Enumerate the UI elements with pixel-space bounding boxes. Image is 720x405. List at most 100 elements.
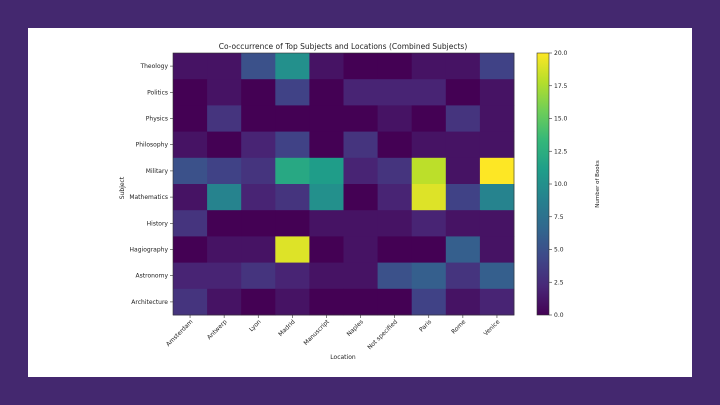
heatmap-cell [445,131,481,159]
heatmap-cell [173,53,208,80]
colorbar-tick-label: 7.5 [554,214,564,221]
x-tick-label: Lyon [248,318,263,333]
heatmap-cell [343,131,378,159]
heatmap-cell [445,288,481,316]
heatmap-cell [377,131,413,159]
heatmap-cell [173,131,208,159]
heatmap-cell [275,105,310,132]
x-tick-label: Not specified [366,318,399,351]
chart-card: Co-occurrence of Top Subjects and Locati… [28,28,692,377]
y-tick-label: Physics [146,116,168,123]
heatmap-cell [309,262,344,290]
heatmap-cell [173,210,208,237]
y-tick-label: Politics [147,89,168,96]
heatmap-cell [207,236,242,263]
heatmap-cell [411,157,447,185]
heatmap-cell [207,79,242,106]
heatmap-cell [479,79,515,106]
heatmap-cell [479,131,515,159]
heatmap-cell [173,288,208,316]
y-axis-label: Subject [119,176,126,199]
heatmap-cell [275,131,310,159]
colorbar-tick-label: 12.5 [554,148,568,155]
heatmap-cell [207,262,242,290]
y-tick-label: History [147,220,169,227]
y-tick-label: Military [146,168,169,175]
heatmap-cell [343,157,378,185]
x-tick-label: Antwerp [206,318,229,341]
heatmap-cell [173,236,208,263]
y-tick-label: Astronomy [136,273,169,280]
heatmap-cell [479,184,515,211]
y-tick-label: Architecture [131,299,168,306]
heatmap-cell [411,184,447,211]
heatmap-cell [377,105,413,132]
heatmap-cell [445,262,481,290]
heatmap-cell [207,184,242,211]
heatmap-cell [207,53,242,80]
heatmap-cell [445,184,481,211]
heatmap-cell [411,53,447,80]
heatmap-cell [207,131,242,159]
heatmap-cell [241,105,276,132]
heatmap-cell [445,236,481,263]
heatmap-cell [445,105,481,132]
heatmap-cell [241,210,276,237]
colorbar-tick-label: 2.5 [554,279,564,286]
heatmap-cell [241,236,276,263]
heatmap-cell [207,288,242,316]
heatmap-cell [411,105,447,132]
y-axis-ticks: Theology Politics Physics Philosophy Militar… [129,63,173,306]
y-tick-label: Philosophy [136,142,169,149]
colorbar-tick-label: 15.0 [554,116,568,123]
x-tick-label: Manuscript [302,318,331,347]
x-tick-label: Rome [450,318,467,335]
heatmap-cell [377,236,413,263]
heatmap-cell [275,79,310,106]
heatmap-cell [377,210,413,237]
heatmap-cell [241,288,276,316]
heatmap-cell [343,53,378,80]
heatmap-cell [343,79,378,106]
heatmap-cell [445,79,481,106]
x-axis-ticks: Amsterdam Antwerp Lyon Madrid Manuscript Napl… [165,315,502,351]
heatmap-cell [377,79,413,106]
heatmap-cell [275,184,310,211]
heatmap-cell [309,79,344,106]
heatmap-cell [445,53,481,80]
heatmap-cell [411,210,447,237]
heatmap-cell [309,105,344,132]
heatmap-cell [173,184,208,211]
heatmap-cell [241,262,276,290]
heatmap-cell [241,79,276,106]
chart-title: Co-occurrence of Top Subjects and Locati… [219,42,468,51]
colorbar-ticks: 0.0 2.5 5.0 7.5 10.0 12.5 15.0 17.5 20.0 [536,50,568,319]
heatmap-cell [207,157,242,185]
heatmap-cell [309,157,344,185]
heatmap-cell [309,288,344,316]
heatmap-cell [241,131,276,159]
heatmap-cell [275,262,310,290]
heatmap-cell [207,105,242,132]
heatmap-cell [309,236,344,263]
heatmap-cell [479,288,515,316]
heatmap-cell [411,131,447,159]
colorbar-tick-label: 17.5 [554,83,568,90]
heatmap-cell [275,288,310,316]
colorbar-tick-label: 0.0 [554,312,564,319]
heatmap-cell [275,157,310,185]
heatmap-cell [343,288,378,316]
heatmap-cell [309,184,344,211]
heatmap-cell [309,210,344,237]
heatmap-cell [173,157,208,185]
heatmap-cell [309,53,344,80]
x-tick-label: Madrid [277,318,297,338]
x-tick-label: Amsterdam [165,318,195,348]
heatmap-cell [479,157,515,185]
heatmap-cell [411,236,447,263]
heatmap-cell [445,210,481,237]
x-tick-label: Venice [482,318,501,337]
y-tick-label: Mathematics [129,194,168,201]
heatmap-cell [309,131,344,159]
heatmap-cell [411,79,447,106]
